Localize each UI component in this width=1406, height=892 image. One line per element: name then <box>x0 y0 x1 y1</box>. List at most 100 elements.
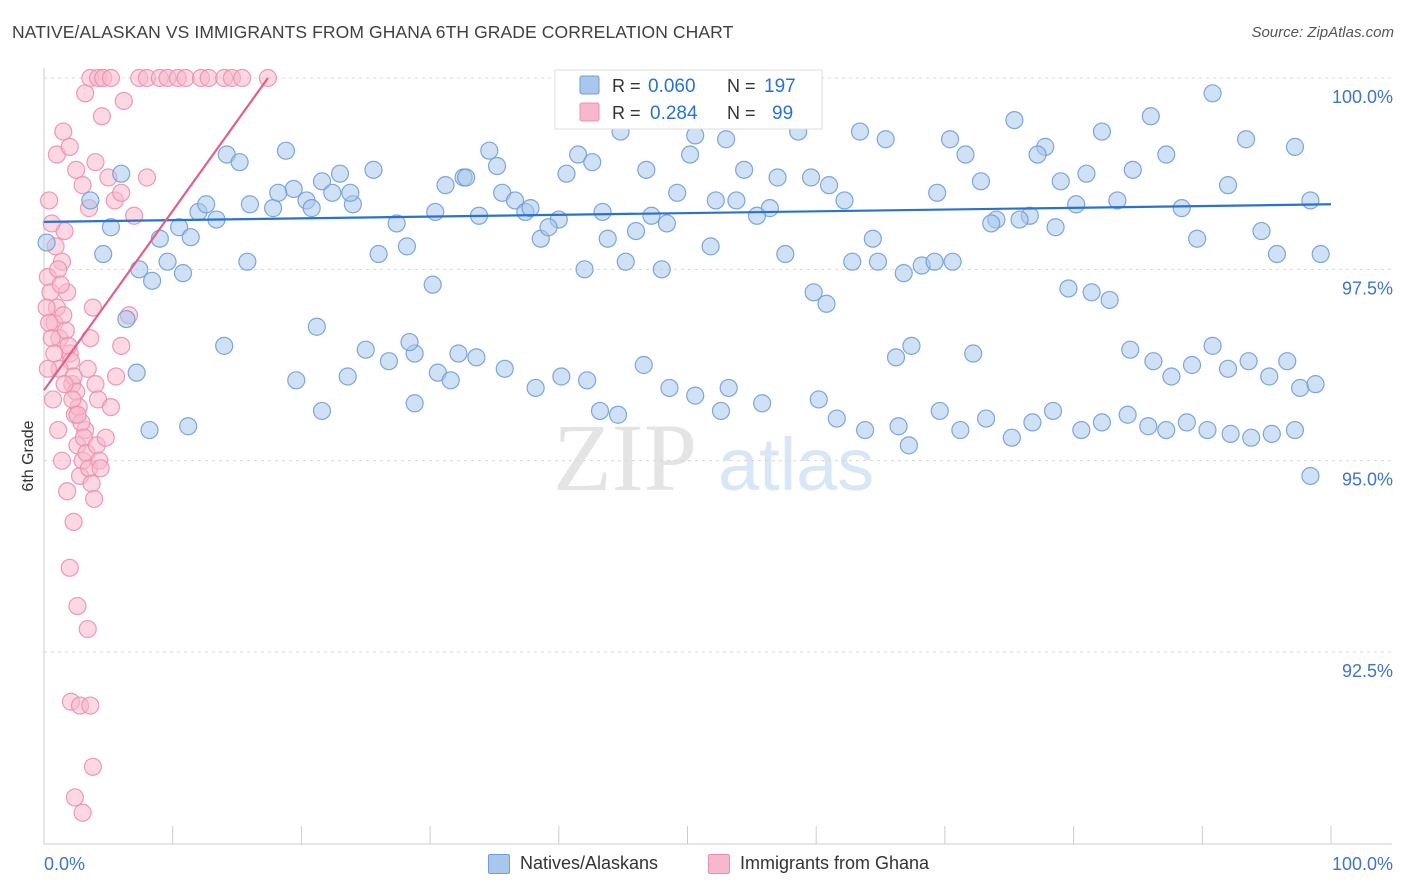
natives-point-49 <box>835 191 854 210</box>
legend-r-value-blue: 0.060 <box>648 76 696 97</box>
series-immigrants-from-ghana <box>37 68 278 822</box>
ghana-point-50 <box>112 183 131 202</box>
natives-point-15 <box>323 183 342 202</box>
natives-point-177 <box>1262 424 1281 443</box>
ghana-point-92 <box>58 482 77 501</box>
natives-point-52 <box>876 130 895 149</box>
natives-point-151 <box>449 344 468 363</box>
ghana-point-36 <box>82 474 101 493</box>
natives-point-4 <box>181 228 200 247</box>
ghana-point-52 <box>137 168 157 187</box>
natives-point-125 <box>1059 279 1078 298</box>
natives-point-168 <box>1072 420 1091 440</box>
natives-point-139 <box>117 309 136 329</box>
natives-point-120 <box>964 344 983 363</box>
natives-point-128 <box>1121 340 1140 359</box>
watermark-zip: ZIP <box>553 404 697 511</box>
natives-point-153 <box>590 401 610 421</box>
natives-point-36 <box>652 260 671 279</box>
natives-point-158 <box>827 409 846 428</box>
ghana-point-44 <box>73 176 92 195</box>
natives-point-111 <box>776 244 795 264</box>
natives-point-140 <box>127 363 146 382</box>
natives-point-31 <box>583 153 602 172</box>
natives-point-90 <box>269 183 288 202</box>
natives-point-113 <box>817 294 836 313</box>
natives-point-134 <box>1239 352 1258 371</box>
ghana-point-87 <box>68 405 87 424</box>
natives-point-63 <box>1051 172 1070 191</box>
natives-point-131 <box>1182 355 1202 375</box>
ghana-point-89 <box>43 390 63 409</box>
natives-point-19 <box>387 214 406 233</box>
x-tick-label-min: 0.0% <box>44 854 85 874</box>
natives-point-3 <box>170 218 189 237</box>
ghana-point-42 <box>60 137 79 156</box>
y-tick-label-0: 100.0% <box>1332 87 1393 107</box>
ghana-point-72 <box>68 596 87 616</box>
natives-point-34 <box>626 221 646 241</box>
natives-point-159 <box>856 420 875 440</box>
natives-point-122 <box>1010 210 1029 229</box>
natives-point-130 <box>1162 367 1181 386</box>
natives-point-117 <box>902 336 921 355</box>
ghana-point-81 <box>40 313 59 333</box>
ghana-point-98 <box>112 336 131 355</box>
ghana-point-21 <box>42 214 61 233</box>
natives-point-101 <box>557 164 576 183</box>
legend-n-value-blue: 197 <box>764 76 796 97</box>
legend-r-value-pink: 0.284 <box>650 103 698 124</box>
natives-point-135 <box>1260 367 1279 386</box>
natives-point-8 <box>230 153 249 172</box>
natives-point-93 <box>369 244 388 264</box>
natives-point-80 <box>1311 244 1330 264</box>
natives-point-92 <box>341 183 360 202</box>
ghana-point-41 <box>54 122 73 141</box>
legend-n-label-blue: N = <box>727 76 756 96</box>
natives-point-183 <box>495 359 514 378</box>
natives-point-161 <box>899 436 918 455</box>
y-axis-title: 6th Grade <box>20 420 37 491</box>
natives-point-148 <box>379 352 399 371</box>
ghana-point-24 <box>51 275 70 294</box>
natives-point-99 <box>521 199 540 218</box>
ghana-point-23 <box>49 260 68 279</box>
natives-point-82 <box>94 244 113 264</box>
ghana-point-86 <box>63 390 82 409</box>
natives-point-96 <box>457 168 476 187</box>
natives-point-164 <box>976 409 996 428</box>
y-tick-label-3: 92.5% <box>1342 661 1393 681</box>
natives-point-89 <box>238 252 257 271</box>
natives-point-70 <box>1157 145 1176 164</box>
natives-point-188 <box>660 378 679 398</box>
natives-point-14 <box>312 172 332 191</box>
watermark-atlas: atlas <box>718 423 874 506</box>
ghana-point-91 <box>52 451 72 470</box>
natives-point-142 <box>179 417 198 436</box>
natives-point-180 <box>312 401 332 421</box>
natives-point-73 <box>1203 84 1222 103</box>
natives-point-98 <box>487 156 507 176</box>
natives-point-40 <box>706 191 725 210</box>
natives-point-152 <box>467 348 486 367</box>
y-tick-labels: 100.0% 97.5% 95.0% 92.5% <box>1332 87 1393 681</box>
natives-point-162 <box>930 401 949 421</box>
natives-point-169 <box>1092 413 1112 432</box>
natives-point-147 <box>356 340 375 359</box>
natives-point-71 <box>1172 199 1191 218</box>
ghana-point-78 <box>73 803 92 822</box>
natives-point-69 <box>1141 107 1160 126</box>
bottom-legend-swatch-natives <box>488 854 510 874</box>
y-tick-label-1: 97.5% <box>1342 278 1393 298</box>
x-ticks <box>43 826 1332 844</box>
ghana-point-77 <box>65 788 84 807</box>
correlation-legend: R = 0.060 N = 197 R = 0.284 N = 99 <box>554 69 823 130</box>
natives-point-172 <box>1157 420 1176 440</box>
natives-point-149 <box>400 332 419 352</box>
natives-point-155 <box>711 401 731 421</box>
natives-point-181 <box>405 394 424 413</box>
natives-point-104 <box>616 252 635 271</box>
natives-point-141 <box>140 420 159 440</box>
ghana-point-17 <box>83 298 103 317</box>
natives-point-75 <box>1236 130 1256 149</box>
